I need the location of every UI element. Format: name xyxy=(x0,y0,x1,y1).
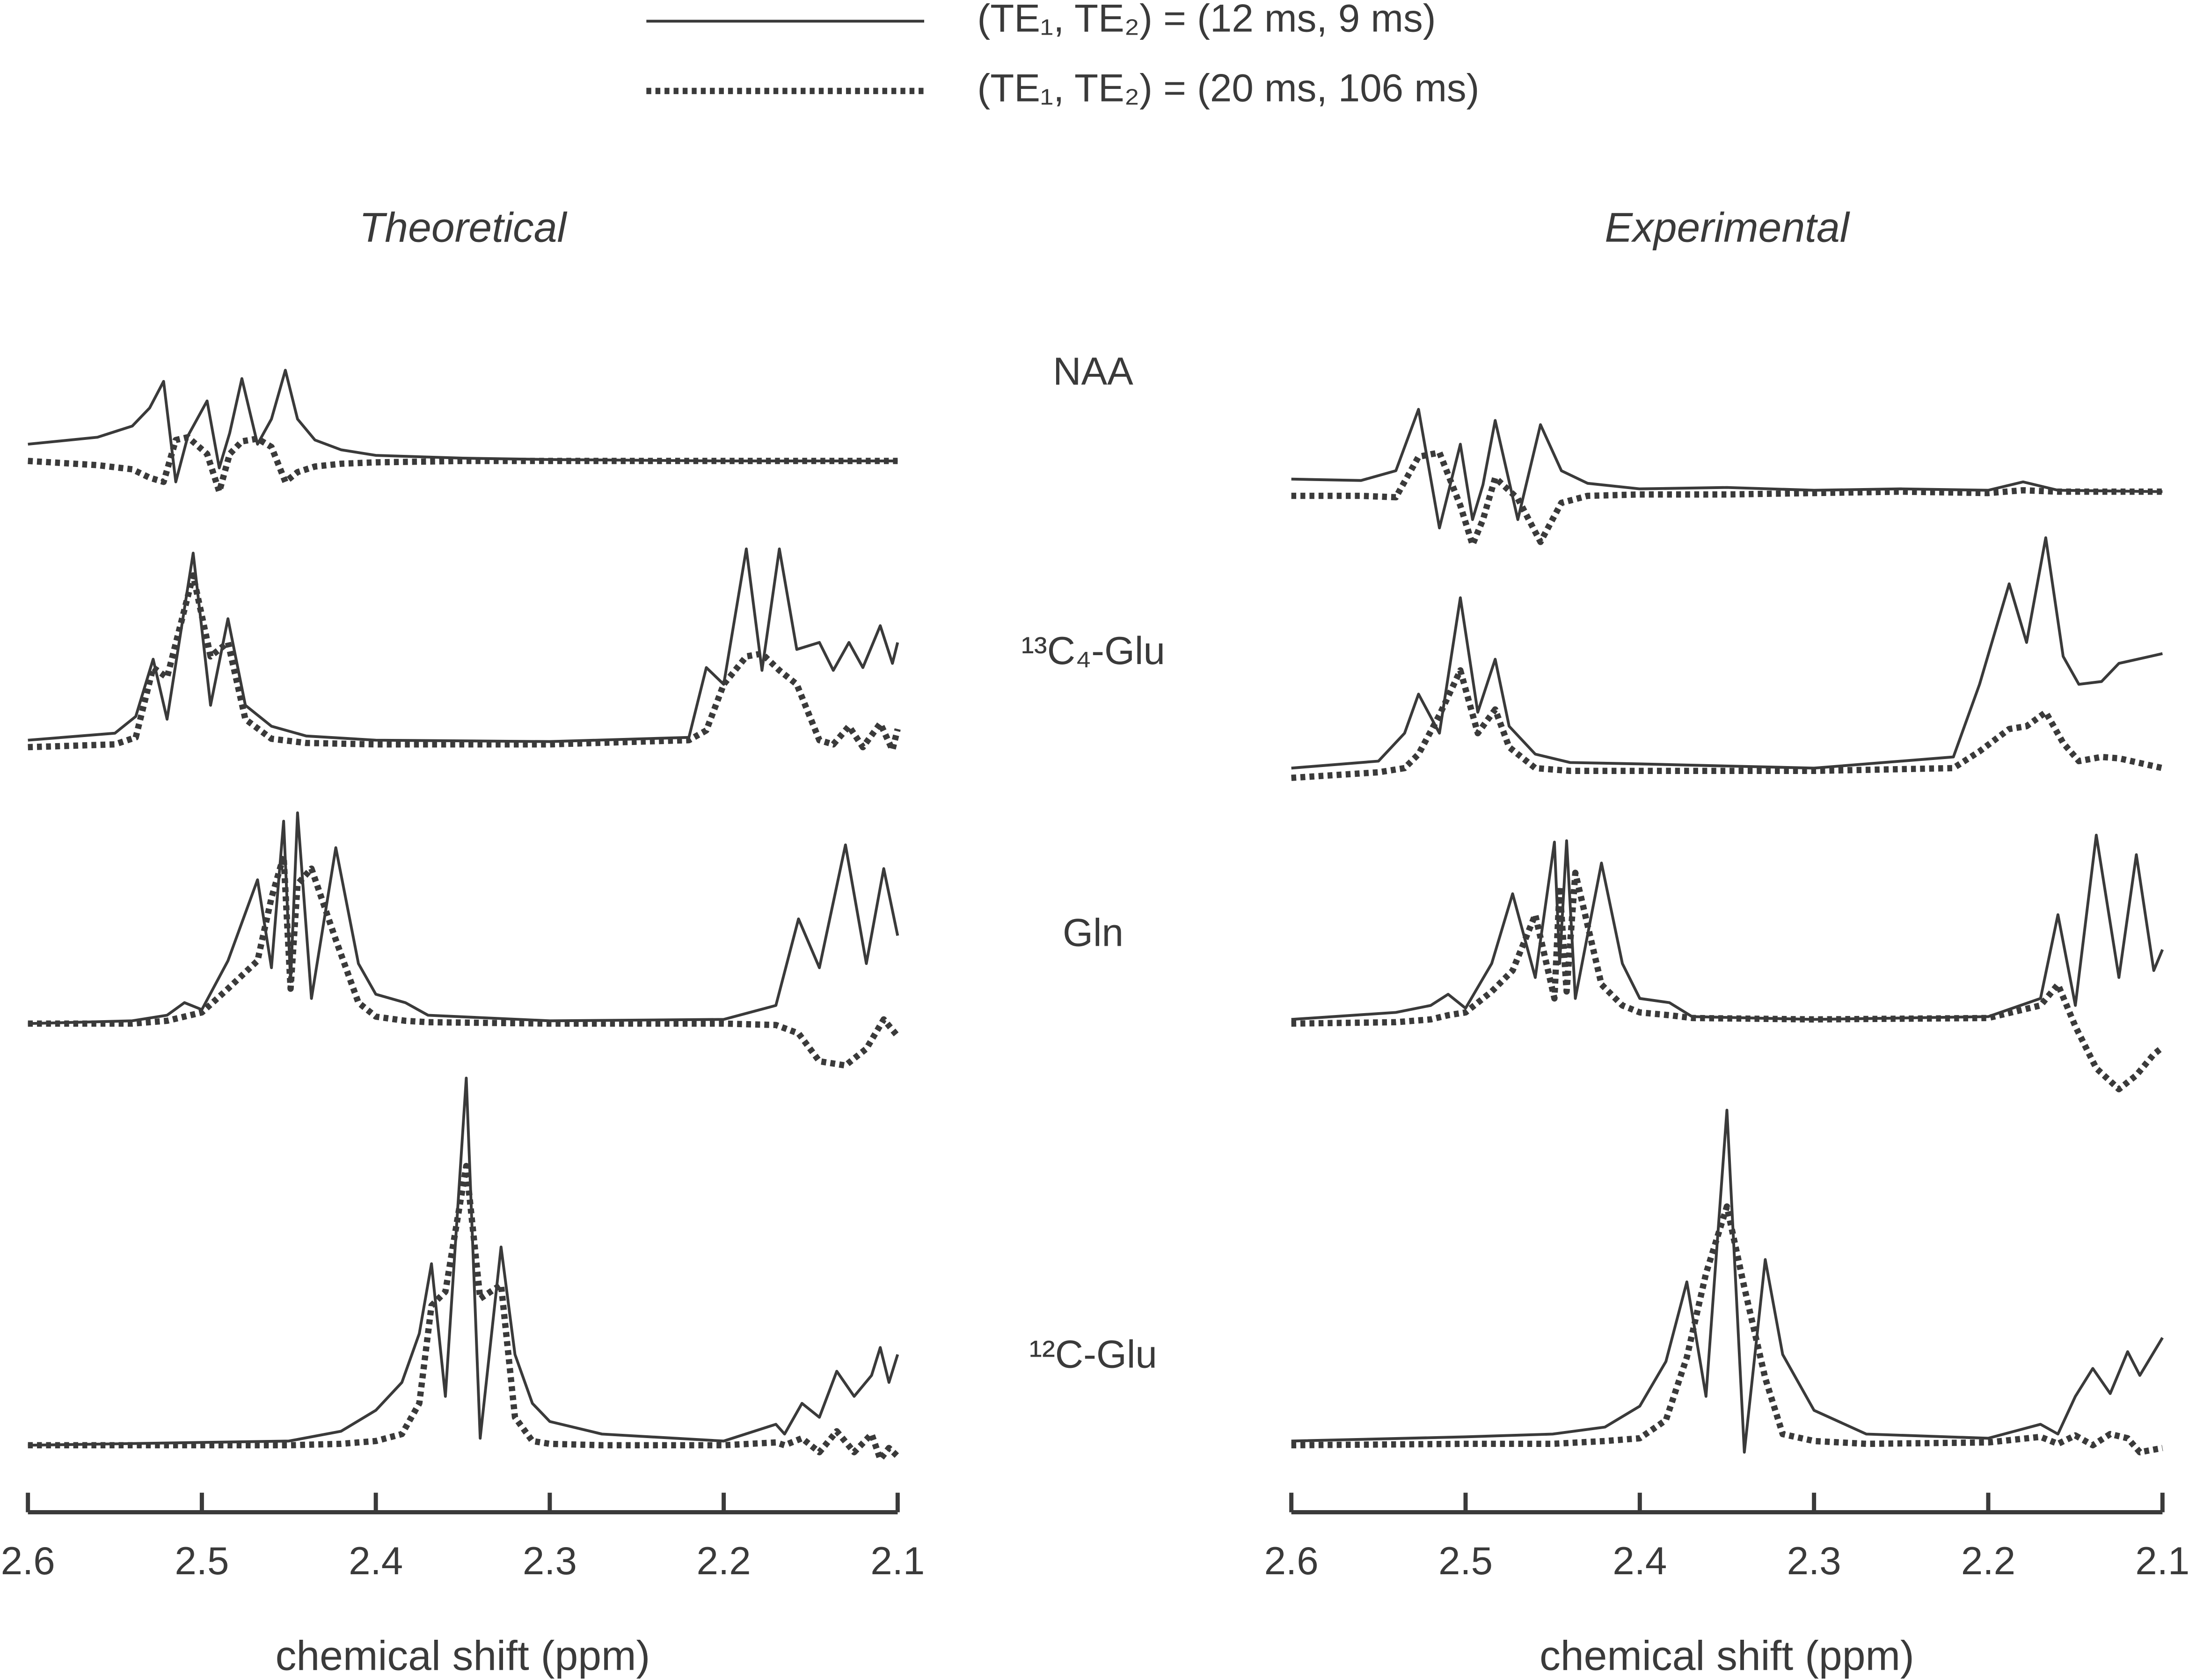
x-tick-label: 2.4 xyxy=(1613,1539,1667,1583)
legend-label: (TE₁, TE₂) = (20 ms, 106 ms) xyxy=(977,66,1479,110)
spectrum-line xyxy=(1291,408,2163,530)
spectrum-line xyxy=(28,811,899,1025)
x-tick-label: 2.5 xyxy=(175,1539,229,1583)
panel-title: Theoretical xyxy=(359,204,568,250)
x-tick-label: 2.2 xyxy=(697,1539,751,1583)
spectrum-line xyxy=(28,369,898,483)
metabolite-label: ¹²C-Glu xyxy=(1029,1332,1157,1376)
metabolite-label: NAA xyxy=(1053,349,1133,393)
x-tick-label: 2.6 xyxy=(1264,1539,1319,1583)
x-tick-label: 2.1 xyxy=(870,1539,925,1583)
x-tick-label: 2.4 xyxy=(349,1539,403,1583)
x-tick-label: 2.1 xyxy=(2135,1539,2189,1583)
spectrum-line xyxy=(1291,869,2165,1093)
spectrum-line xyxy=(28,572,901,753)
panel-title: Experimental xyxy=(1605,204,1850,250)
x-axis-label: chemical shift (ppm) xyxy=(1540,1632,1914,1679)
spectrum-line xyxy=(1291,1109,2164,1454)
spectrum-line xyxy=(1291,833,2164,1021)
spectrum-line xyxy=(28,547,899,743)
spectrum-line xyxy=(1291,536,2163,770)
metabolite-label: Gln xyxy=(1063,910,1124,954)
spectrum-line xyxy=(28,1162,900,1462)
legend-label: (TE₁, TE₂) = (12 ms, 9 ms) xyxy=(977,0,1436,40)
x-tick-label: 2.6 xyxy=(1,1539,55,1583)
metabolite-label: ¹³C₄-Glu xyxy=(1021,628,1165,672)
x-tick-label: 2.3 xyxy=(1787,1539,1841,1583)
x-tick-label: 2.3 xyxy=(523,1539,577,1583)
x-tick-label: 2.2 xyxy=(1961,1539,2015,1583)
spectrum-line xyxy=(1291,1203,2163,1455)
spectrum-line xyxy=(28,434,898,495)
spectrum-line xyxy=(1291,667,2163,781)
x-tick-label: 2.5 xyxy=(1438,1539,1493,1583)
spectrum-line xyxy=(1291,449,2163,548)
spectrum-line xyxy=(28,853,900,1069)
x-axis-label: chemical shift (ppm) xyxy=(276,1632,650,1679)
spectrum-line xyxy=(28,1076,899,1447)
